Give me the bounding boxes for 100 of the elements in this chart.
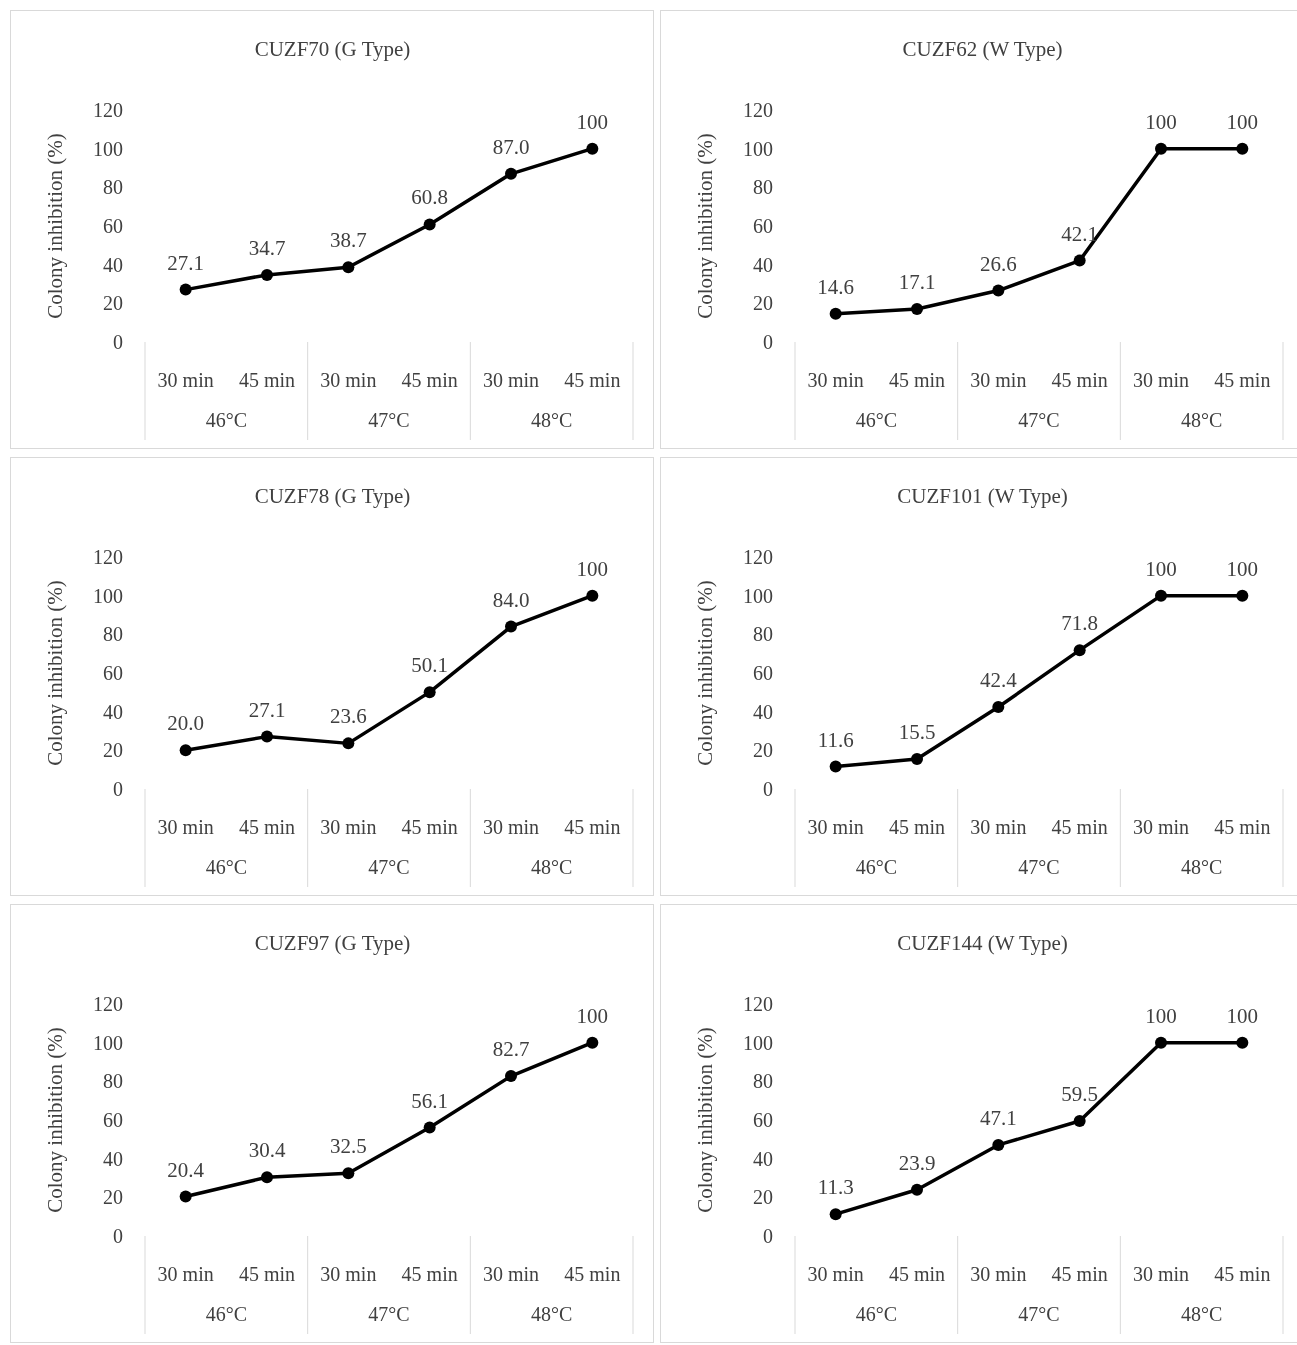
text: 46°C (855, 409, 898, 431)
x-tick-label: 30 min (807, 816, 864, 838)
text: 47°C (368, 1303, 410, 1325)
x-tick-label: 30 min (970, 369, 1027, 391)
x-tick-label: 45 min (564, 1263, 621, 1285)
data-label: 17.1 (898, 269, 936, 294)
point (1073, 1114, 1086, 1127)
y-tick-label: 40 (103, 1147, 123, 1170)
data-label: 100 (1145, 1003, 1177, 1028)
data-label: 27.1 (167, 250, 205, 275)
y-tick-label: 0 (763, 331, 773, 353)
point (586, 1036, 599, 1049)
text: 46°C (205, 856, 248, 878)
y-tick-label: 0 (113, 1225, 123, 1247)
y-tick-label: 40 (753, 700, 773, 723)
y-tick-label: 40 (753, 1147, 773, 1170)
point (179, 1190, 192, 1203)
y-axis-title: Colony inhibition (%) (693, 133, 717, 319)
y-tick-label: 60 (103, 215, 123, 237)
data-label: 20.0 (167, 711, 205, 736)
data-label: 47.1 (979, 1105, 1017, 1130)
x-tick-label: 45 min (564, 369, 621, 391)
y-axis-title: Colony inhibition (%) (693, 1027, 717, 1213)
point (1073, 254, 1086, 267)
point (992, 1138, 1005, 1151)
y-tick-label: 120 (743, 99, 773, 121)
x-tick-label: 30 min (807, 1263, 864, 1285)
data-label: 26.6 (979, 251, 1017, 276)
point (829, 760, 842, 773)
point (1236, 1036, 1249, 1049)
chart-title: CUZF144 (W Type) (897, 931, 1068, 955)
point (423, 1121, 436, 1134)
point (1236, 589, 1249, 602)
text: 48°C (1180, 409, 1223, 431)
data-label: 60.8 (411, 185, 449, 210)
point (261, 268, 273, 281)
point (505, 1070, 517, 1083)
text: 47°C (368, 409, 410, 431)
y-tick-label: 100 (93, 137, 123, 160)
point (342, 737, 355, 750)
x-tick-label: 45 min (1214, 369, 1271, 391)
x-tick-label: 30 min (1132, 1263, 1190, 1285)
point (829, 1208, 842, 1221)
point (992, 701, 1005, 714)
data-label: 82.7 (492, 1037, 530, 1062)
chart-title: CUZF101 (W Type) (897, 484, 1068, 508)
chart-title: CUZF97 (G Type) (254, 931, 411, 955)
point (179, 744, 192, 757)
text: 47°C (1018, 409, 1060, 431)
point (1155, 142, 1167, 155)
y-axis-title: Colony inhibition (%) (43, 133, 67, 319)
y-tick-label: 120 (743, 993, 773, 1015)
y-tick-label: 100 (93, 1031, 123, 1054)
chart-title: CUZF78 (G Type) (254, 484, 411, 508)
data-label: 42.4 (979, 668, 1018, 693)
text: 46°C (205, 1303, 248, 1325)
data-label: 100 (1226, 1003, 1259, 1028)
y-tick-label: 20 (103, 739, 123, 762)
y-tick-label: 100 (743, 584, 773, 607)
y-tick-label: 80 (103, 176, 123, 199)
data-label: 84.0 (492, 587, 530, 612)
y-tick-label: 40 (753, 253, 773, 276)
x-tick-label: 30 min (482, 816, 540, 838)
y-tick-label: 80 (103, 1070, 123, 1093)
point (342, 1167, 355, 1180)
x-tick-label: 45 min (238, 816, 296, 838)
x-tick-label: 45 min (888, 1263, 946, 1285)
point (911, 753, 923, 766)
x-tick-label: 45 min (888, 816, 946, 838)
data-label: 34.7 (248, 235, 286, 260)
text: 47°C (1018, 856, 1060, 878)
x-tick-label: 45 min (1051, 1263, 1108, 1285)
data-label: 100 (576, 556, 609, 581)
point (992, 284, 1005, 297)
y-axis-title: Colony inhibition (%) (43, 580, 67, 766)
data-label: 87.0 (492, 134, 530, 159)
point (423, 686, 436, 699)
text: 47°C (1018, 1303, 1060, 1325)
y-tick-label: 80 (753, 623, 773, 646)
data-label: 100 (1226, 556, 1259, 581)
x-tick-label: 45 min (1214, 1263, 1271, 1285)
data-label: 23.6 (329, 704, 367, 729)
x-tick-label: 45 min (564, 816, 621, 838)
x-tick-label: 45 min (1214, 816, 1271, 838)
data-label: 11.6 (817, 727, 854, 752)
y-tick-label: 60 (103, 662, 123, 684)
y-tick-label: 40 (103, 253, 123, 276)
y-tick-label: 60 (103, 1109, 123, 1131)
text: 48°C (1180, 856, 1223, 878)
point (1073, 644, 1086, 657)
y-tick-label: 80 (753, 176, 773, 199)
data-label: 14.6 (817, 274, 855, 299)
y-axis-title: Colony inhibition (%) (693, 580, 717, 766)
x-tick-label: 45 min (238, 369, 296, 391)
data-label: 20.4 (167, 1157, 205, 1182)
x-tick-label: 30 min (970, 1263, 1027, 1285)
point (505, 167, 517, 180)
x-tick-label: 30 min (320, 816, 377, 838)
text: 46°C (855, 1303, 898, 1325)
point (179, 283, 192, 296)
